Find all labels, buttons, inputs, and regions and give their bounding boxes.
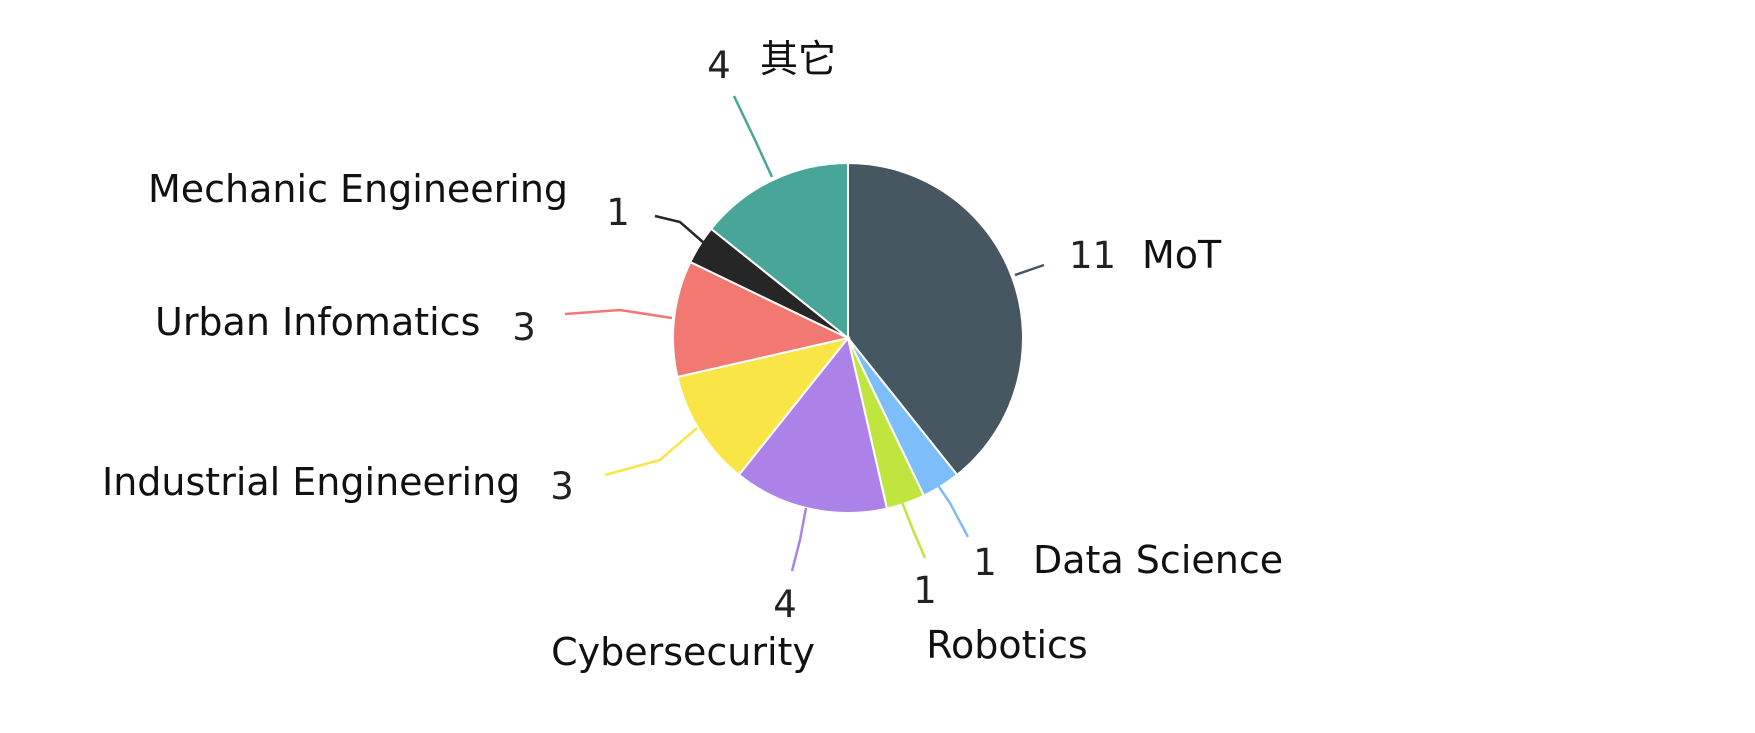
value-label-other: 4 [707,44,731,87]
category-label-urban-infomatics: Urban Infomatics [155,300,480,344]
value-label-industrial-engineering: 3 [550,465,574,508]
value-label-mechanic-engineering: 1 [606,191,630,234]
pie-slice-urban-infomatics[interactable] [672,260,852,379]
leader-line-cybersecurity [790,507,808,572]
value-label-urban-infomatics: 3 [512,306,536,349]
leader-line-mot [1014,263,1045,277]
pie-slice-industrial-engineering[interactable] [676,336,851,477]
leader-line-industrial-engineering [604,427,698,477]
pie-slice-other[interactable] [709,161,849,341]
pie-slice-mot[interactable] [847,161,1024,477]
value-label-robotics: 1 [913,569,937,612]
leader-line-data-science [935,483,970,538]
leader-line-urban-infomatics [564,308,673,320]
value-label-cybersecurity: 4 [773,583,797,626]
category-label-industrial-engineering: Industrial Engineering [102,460,520,504]
leader-line-mechanic-engineering [654,214,705,244]
category-label-data-science: Data Science [1033,538,1283,582]
value-label-mot: 11 [1069,234,1116,277]
pie-slices [672,161,1024,514]
category-label-cybersecurity: Cybersecurity [551,630,815,674]
leader-line-other [732,95,774,178]
pie-slice-cybersecurity[interactable] [737,335,889,514]
leader-line-robotics [900,501,927,559]
category-label-mechanic-engineering: Mechanic Engineering [148,167,568,211]
category-label-robotics: Robotics [926,623,1087,667]
category-label-other: 其它 [760,37,836,81]
category-label-mot: MoT [1142,233,1222,277]
value-label-data-science: 1 [973,541,997,584]
